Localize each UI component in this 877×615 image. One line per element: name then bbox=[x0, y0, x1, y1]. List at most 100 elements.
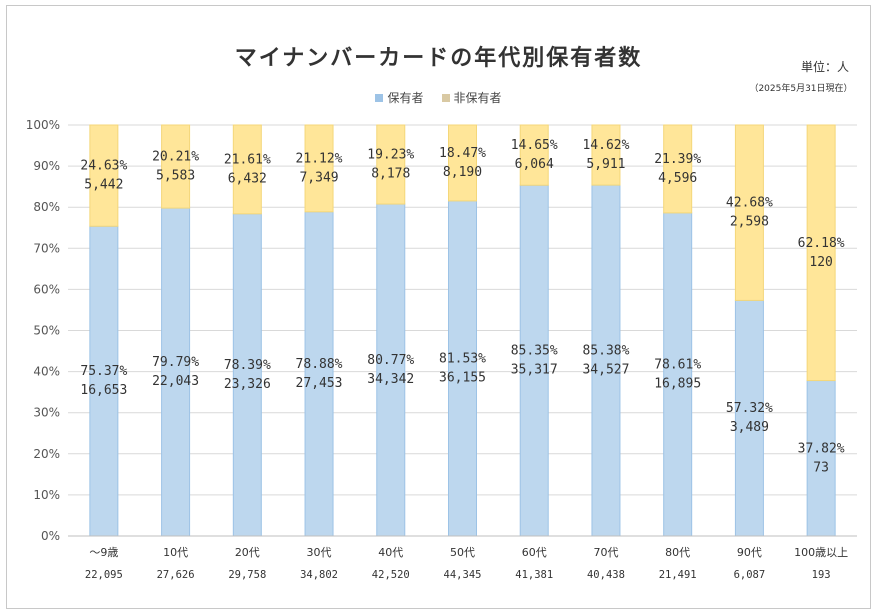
y-tick-label: 0% bbox=[41, 529, 60, 543]
nonholder-percent-label: 24.63% bbox=[80, 159, 127, 174]
x-total-label: 34,802 bbox=[300, 569, 338, 581]
bar-nonholder bbox=[663, 124, 693, 214]
bar-holder bbox=[161, 207, 191, 537]
holder-percent-label: 85.38% bbox=[582, 344, 629, 359]
holder-percent-label: 57.32% bbox=[726, 401, 773, 416]
bar-holder bbox=[89, 225, 119, 537]
bar-holder bbox=[519, 184, 549, 537]
holder-percent-label: 81.53% bbox=[439, 351, 486, 366]
x-category-label: 90代 bbox=[737, 546, 762, 559]
bar-holder bbox=[591, 184, 621, 537]
holder-count-label: 73 bbox=[813, 460, 829, 475]
holder-count-label: 35,317 bbox=[511, 363, 558, 378]
nonholder-count-label: 8,178 bbox=[371, 167, 410, 182]
x-total-label: 40,438 bbox=[587, 569, 625, 581]
y-tick-label: 20% bbox=[33, 447, 60, 461]
holder-percent-label: 37.82% bbox=[798, 441, 845, 456]
x-total-label: 22,095 bbox=[85, 569, 123, 581]
nonholder-percent-label: 14.62% bbox=[582, 138, 629, 153]
nonholder-percent-label: 20.21% bbox=[152, 150, 199, 165]
x-category-label: 70代 bbox=[593, 546, 618, 559]
legend-label-nonholder: 非保有者 bbox=[453, 91, 502, 105]
x-total-label: 27,626 bbox=[157, 569, 195, 581]
x-total-label: 193 bbox=[812, 569, 831, 581]
holder-percent-label: 75.37% bbox=[80, 364, 127, 379]
bar-nonholder bbox=[304, 124, 334, 213]
nonholder-count-label: 5,583 bbox=[156, 169, 195, 184]
legend-swatch-nonholder bbox=[441, 93, 450, 102]
x-category-label: 100歳以上 bbox=[794, 546, 848, 559]
bar-holder bbox=[376, 203, 406, 537]
bar-holder bbox=[232, 213, 262, 537]
bar-nonholder bbox=[448, 124, 477, 202]
nonholder-count-label: 8,190 bbox=[443, 165, 482, 180]
x-total-label: 41,381 bbox=[515, 569, 553, 581]
bar-nonholder bbox=[734, 124, 764, 301]
y-tick-label: 10% bbox=[33, 488, 60, 502]
x-category-label: 10代 bbox=[163, 546, 188, 559]
holder-count-label: 36,155 bbox=[439, 370, 486, 385]
bar-nonholder bbox=[376, 124, 406, 205]
y-tick-label: 70% bbox=[33, 241, 60, 255]
bar-holder bbox=[806, 380, 836, 537]
x-total-label: 6,087 bbox=[734, 569, 766, 581]
unit-label: 単位：人 bbox=[800, 60, 849, 74]
holder-count-label: 3,489 bbox=[730, 420, 769, 435]
x-total-label: 44,345 bbox=[444, 569, 482, 581]
nonholder-count-label: 7,349 bbox=[299, 170, 338, 185]
nonholder-percent-label: 14.65% bbox=[511, 138, 558, 153]
x-category-label: 20代 bbox=[235, 546, 260, 559]
legend-item-holder: 保有者 bbox=[375, 89, 424, 106]
legend-label-holder: 保有者 bbox=[387, 91, 424, 105]
nonholder-percent-label: 21.61% bbox=[224, 152, 271, 167]
x-category-label: 80代 bbox=[665, 546, 690, 559]
y-tick-label: 60% bbox=[33, 282, 60, 296]
holder-percent-label: 80.77% bbox=[367, 353, 414, 368]
nonholder-percent-label: 42.68% bbox=[726, 196, 773, 211]
bar-nonholder bbox=[161, 124, 191, 209]
bar-nonholder bbox=[89, 124, 119, 227]
nonholder-count-label: 5,442 bbox=[84, 178, 123, 193]
holder-count-label: 16,653 bbox=[80, 383, 127, 398]
bar-nonholder bbox=[519, 124, 549, 186]
x-total-label: 21,491 bbox=[659, 569, 697, 581]
x-total-label: 42,520 bbox=[372, 569, 410, 581]
chart-legend: 保有者 非保有者 bbox=[0, 89, 877, 106]
holder-percent-label: 85.35% bbox=[511, 344, 558, 359]
x-category-label: 60代 bbox=[522, 546, 547, 559]
holder-count-label: 34,527 bbox=[582, 363, 629, 378]
x-total-label: 29,758 bbox=[228, 569, 266, 581]
holder-percent-label: 78.88% bbox=[296, 357, 343, 372]
bar-holder bbox=[734, 299, 764, 537]
x-category-label: 40代 bbox=[378, 546, 403, 559]
holder-count-label: 23,326 bbox=[224, 377, 271, 392]
as-of-date: （2025年5月31日現在） bbox=[749, 84, 853, 94]
y-tick-label: 50% bbox=[33, 324, 60, 338]
nonholder-percent-label: 19.23% bbox=[367, 148, 414, 163]
bar-nonholder bbox=[806, 124, 836, 382]
nonholder-percent-label: 62.18% bbox=[798, 236, 845, 251]
holder-percent-label: 78.61% bbox=[654, 357, 701, 372]
holder-percent-label: 78.39% bbox=[224, 358, 271, 373]
legend-swatch-holder bbox=[375, 93, 384, 102]
bar-nonholder bbox=[232, 124, 262, 215]
y-tick-label: 40% bbox=[33, 365, 60, 379]
nonholder-percent-label: 21.39% bbox=[654, 152, 701, 167]
nonholder-count-label: 120 bbox=[809, 255, 832, 270]
nonholder-count-label: 2,598 bbox=[730, 215, 769, 230]
y-tick-label: 90% bbox=[33, 159, 60, 173]
holder-count-label: 16,895 bbox=[654, 376, 701, 391]
x-category-label: 50代 bbox=[450, 546, 475, 559]
chart-title: マイナンバーカードの年代別保有者数 bbox=[234, 46, 643, 71]
legend-item-nonholder: 非保有者 bbox=[441, 89, 502, 106]
holder-count-label: 27,453 bbox=[296, 376, 343, 391]
nonholder-percent-label: 21.12% bbox=[296, 151, 343, 166]
holder-percent-label: 79.79% bbox=[152, 355, 199, 370]
nonholder-count-label: 5,911 bbox=[586, 157, 625, 172]
nonholder-percent-label: 18.47% bbox=[439, 146, 486, 161]
holder-count-label: 22,043 bbox=[152, 374, 199, 389]
bar-nonholder bbox=[591, 124, 621, 186]
x-category-label: 30代 bbox=[307, 546, 332, 559]
y-tick-label: 100% bbox=[26, 118, 60, 132]
bar-holder bbox=[304, 211, 334, 537]
